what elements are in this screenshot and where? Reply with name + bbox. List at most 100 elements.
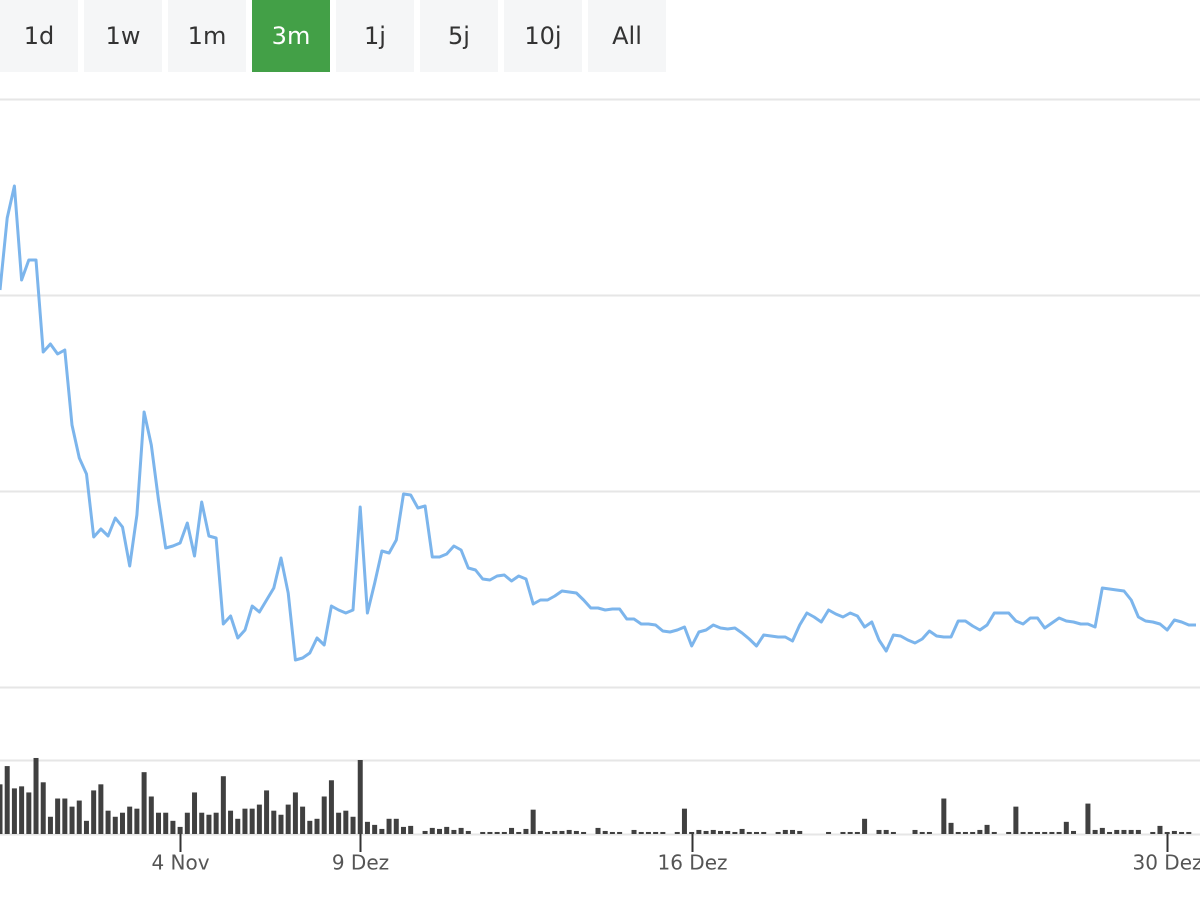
volume-bar	[754, 831, 760, 834]
volume-bar	[1128, 829, 1134, 834]
volume-bar	[883, 829, 889, 834]
volume-bar	[761, 831, 767, 834]
volume-bar	[717, 830, 723, 834]
volume-bar	[710, 829, 716, 834]
range-button[interactable]: 5j	[420, 0, 498, 72]
volume-bar	[206, 814, 212, 834]
volume-bar	[76, 800, 82, 834]
volume-bar	[919, 831, 925, 834]
volume-bar	[480, 831, 486, 834]
volume-bar	[523, 828, 529, 834]
volume-bar	[674, 831, 680, 834]
volume-bar	[926, 831, 932, 834]
volume-bar	[826, 831, 832, 834]
volume-bar	[696, 829, 702, 834]
volume-bar	[429, 827, 435, 834]
volume-bar	[422, 830, 428, 834]
range-buttons: 1d 1w 1m 3m 1j 5j 10j All	[0, 0, 666, 72]
volume-bar	[292, 792, 298, 834]
volume-bar	[703, 830, 709, 834]
volume-bar	[689, 831, 695, 834]
volume-bar	[177, 826, 183, 834]
volume-bar	[1071, 830, 1077, 834]
volume-bar	[350, 816, 356, 834]
volume-bar	[494, 831, 500, 834]
range-button[interactable]: 10j	[504, 0, 582, 72]
volume-bar	[1049, 831, 1055, 834]
volume-bar	[83, 820, 89, 834]
volume-bar	[1114, 829, 1120, 834]
volume-bar	[1092, 829, 1098, 834]
volume-bar	[581, 831, 587, 834]
volume-bar	[970, 831, 976, 834]
volume-bar	[235, 818, 241, 834]
volume-bar	[977, 829, 983, 834]
x-tick-label: 9 Dez	[332, 851, 389, 875]
volume-bar	[1164, 831, 1170, 834]
range-button[interactable]: All	[588, 0, 666, 72]
volume-bar	[98, 784, 104, 834]
volume-bar	[47, 816, 53, 834]
volume-bar	[653, 831, 659, 834]
volume-bar	[379, 828, 385, 834]
x-tick-label: 4 Nov	[151, 851, 209, 875]
volume-bar	[62, 798, 68, 834]
volume-bar	[328, 780, 334, 834]
volume-bar	[1150, 831, 1156, 834]
volume-bar	[249, 808, 255, 834]
volume-bar	[11, 788, 17, 834]
volume-bar	[192, 792, 198, 834]
price-line	[0, 184, 1196, 662]
volume-bar	[1056, 831, 1062, 834]
volume-bar	[264, 790, 270, 834]
volume-bar	[1020, 831, 1026, 834]
volume-bar	[465, 830, 471, 834]
volume-bar	[516, 831, 522, 834]
volume-bar	[134, 808, 140, 834]
volume-bar	[163, 812, 169, 834]
volume-bar	[501, 831, 507, 834]
volume-bar	[19, 786, 25, 834]
volume-bar	[127, 806, 133, 834]
volume-bar	[40, 782, 46, 834]
volume-bar	[566, 829, 572, 834]
volume-bar	[782, 829, 788, 834]
volume-bar	[307, 820, 313, 834]
volume-bar	[256, 804, 262, 834]
volume-bar	[631, 829, 637, 834]
volume-bar	[112, 816, 118, 834]
range-button[interactable]: 1j	[336, 0, 414, 72]
volume-bar	[1099, 827, 1105, 834]
volume-bar	[746, 831, 752, 834]
volume-bar	[660, 831, 666, 834]
volume-bar	[545, 831, 551, 834]
volume-bar	[1006, 831, 1012, 834]
volume-bar	[321, 796, 327, 834]
volume-bar	[199, 812, 205, 834]
volume-bar	[228, 810, 234, 834]
volume-bar	[876, 829, 882, 834]
range-button[interactable]: 1w	[84, 0, 162, 72]
volume-bar	[336, 812, 342, 834]
volume-bar	[573, 830, 579, 834]
volume-bar	[638, 831, 644, 834]
volume-bar	[955, 831, 961, 834]
volume-bar	[364, 821, 370, 834]
volume-bar	[617, 831, 623, 834]
volume-bar	[436, 828, 442, 834]
volume-bar	[393, 818, 399, 834]
volume-bar	[26, 792, 32, 834]
range-button[interactable]: 1m	[168, 0, 246, 72]
volume-bar	[69, 806, 75, 834]
range-button[interactable]: 3m	[252, 0, 330, 72]
volume-bar	[595, 827, 601, 834]
range-button[interactable]: 1d	[0, 0, 78, 72]
volume-bar	[242, 808, 248, 834]
volume-bar	[91, 790, 97, 834]
volume-bar	[372, 824, 378, 834]
volume-bar	[1179, 831, 1185, 834]
volume-bar	[912, 829, 918, 834]
volume-bar	[725, 830, 731, 834]
